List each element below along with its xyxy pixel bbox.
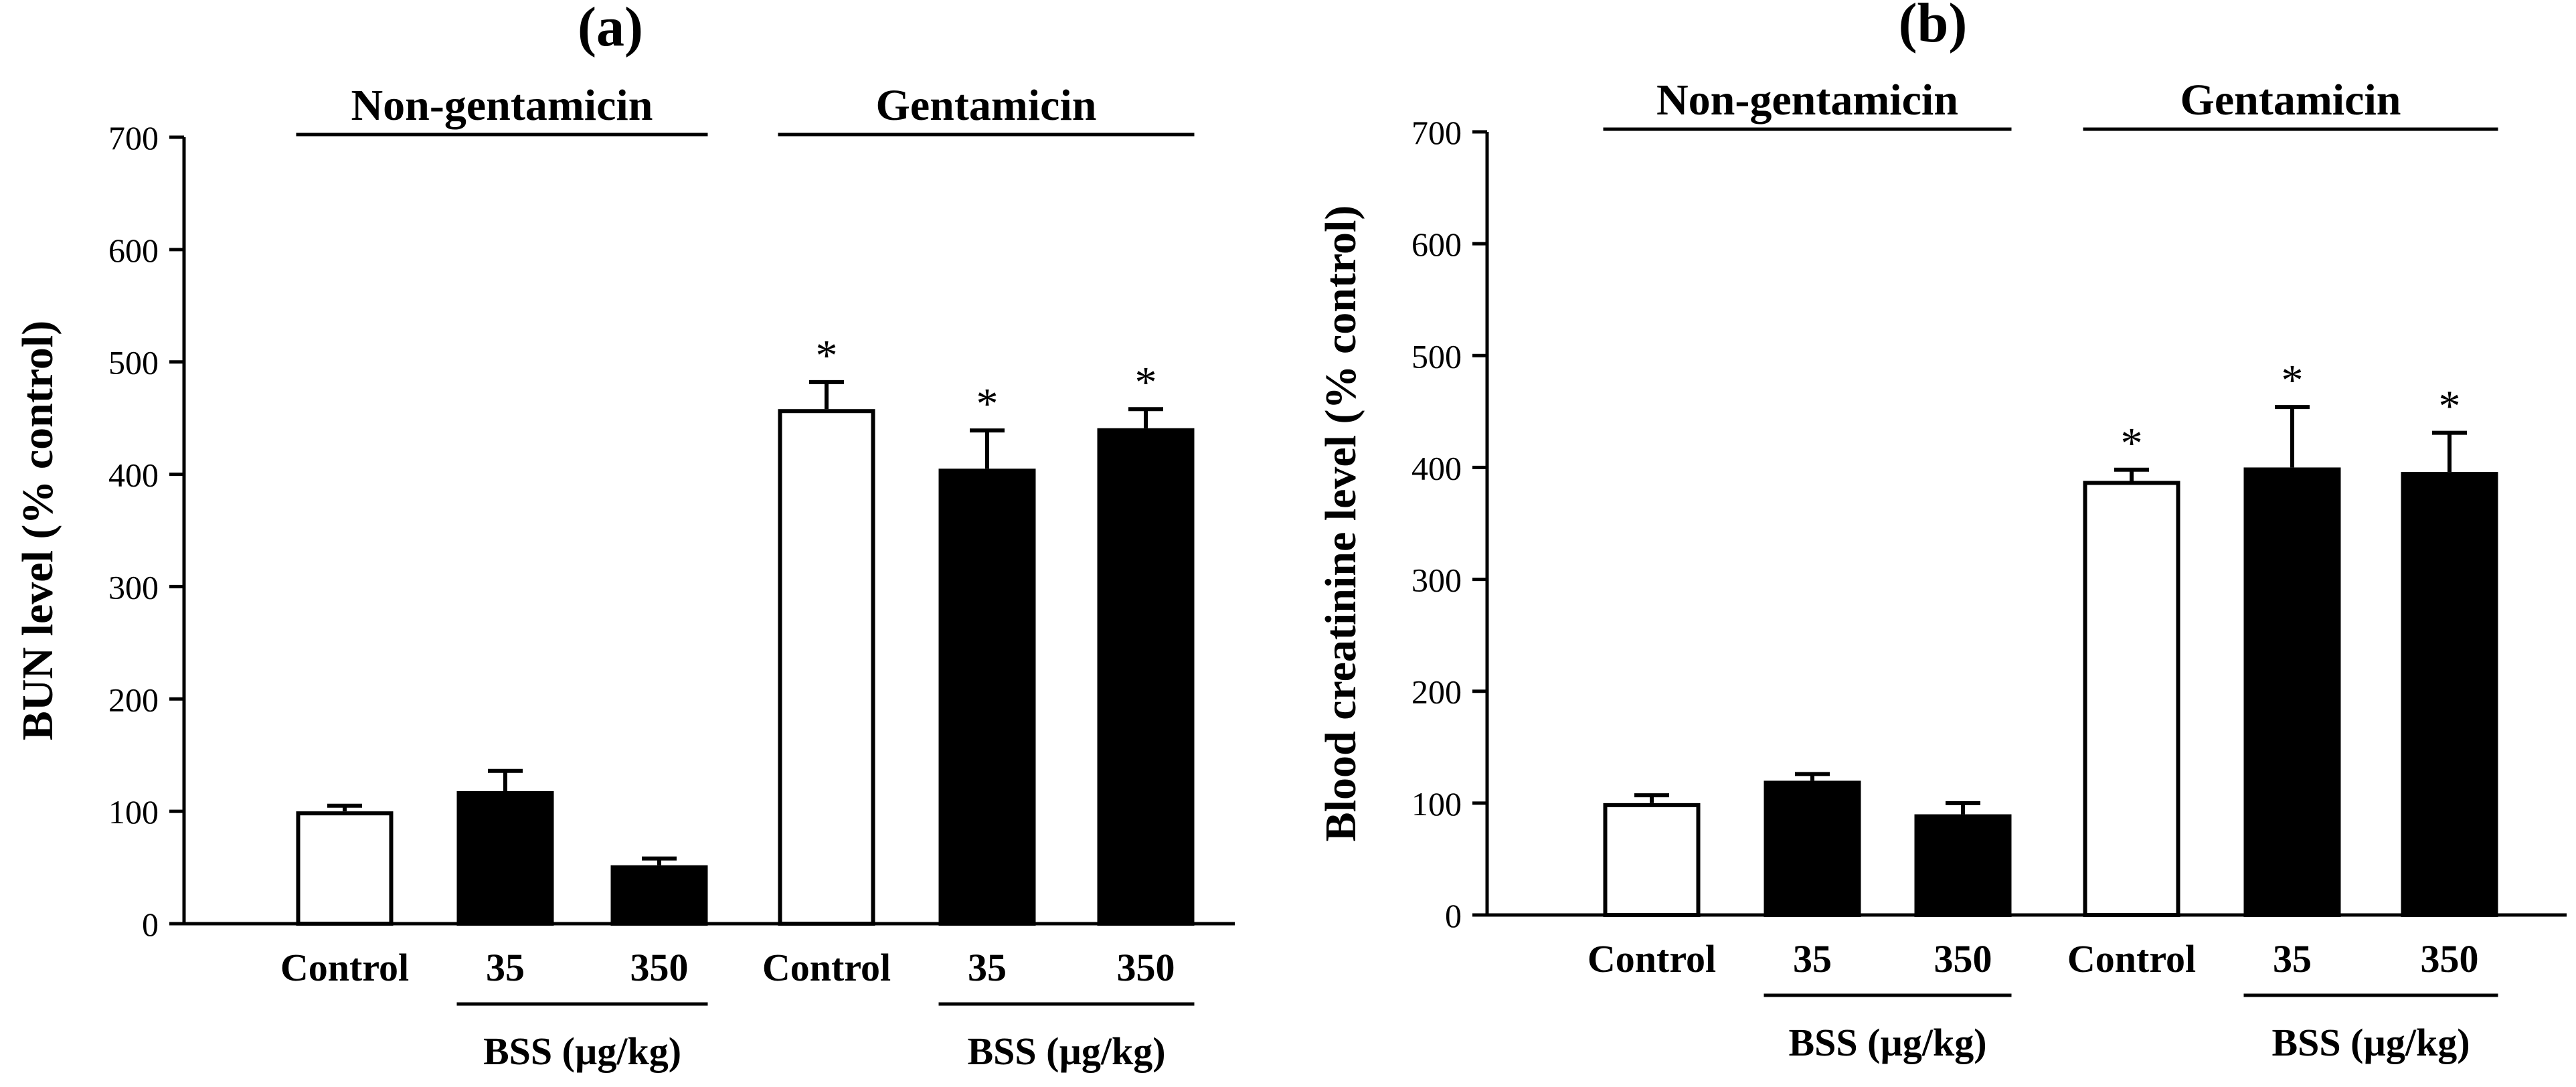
bar [1914, 814, 2012, 917]
group-label: Non-gentamicin [1656, 76, 1958, 124]
chart-panel-a: (a) 0 100 200 300 400 500 600 700 BUN level (% co… [13, 0, 1235, 1073]
bar [938, 469, 1036, 926]
bar [2083, 481, 2180, 917]
x-category-label: Control [762, 946, 891, 989]
group-label: Gentamicin [876, 81, 1097, 130]
y-axis-label: Blood creatinine level (% control) [1316, 205, 1365, 842]
y-tick-label: 100 [108, 793, 159, 831]
x-category-label: 35 [968, 946, 1007, 989]
y-tick-label: 600 [108, 232, 159, 269]
y-tick-label: 300 [108, 568, 159, 606]
x-category-label: Control [1587, 937, 1716, 981]
significance-marker: * [976, 380, 999, 428]
x-category-label: 35 [1793, 937, 1832, 981]
x-category-label: 350 [1117, 946, 1175, 989]
bar [1603, 803, 1701, 918]
y-tick-label: 500 [108, 344, 159, 382]
group-label: Non-gentamicin [351, 81, 653, 130]
significance-marker: * [2282, 356, 2304, 405]
subgroup-label: BSS (µg/kg) [483, 1029, 681, 1073]
bar [778, 409, 875, 926]
x-category-label: Control [2067, 937, 2196, 981]
bar [1764, 780, 1861, 918]
chart-panel-b: (b) 0 100 200 300 400 500 600 700 Blood creatinin… [1316, 0, 2567, 1064]
bar [2401, 472, 2498, 917]
significance-marker: * [816, 331, 838, 380]
x-category-label: Control [280, 946, 409, 989]
bar [1097, 428, 1195, 926]
panel-label: (b) [1899, 0, 1968, 54]
y-tick-label: 0 [1445, 897, 1462, 934]
x-category-label: 35 [486, 946, 525, 989]
significance-marker: * [1135, 358, 1157, 407]
y-tick-label: 500 [1411, 337, 1462, 375]
x-category-label: 350 [1934, 937, 1992, 981]
y-tick-label: 0 [142, 906, 159, 943]
y-tick-label: 200 [108, 681, 159, 718]
y-tick-label: 400 [108, 456, 159, 494]
y-axis-label: BUN level (% control) [13, 321, 62, 740]
y-tick-label: 400 [1411, 449, 1462, 487]
significance-marker: * [2439, 382, 2461, 431]
bar [456, 790, 554, 926]
subgroup-label: BSS (µg/kg) [2271, 1021, 2470, 1064]
y-tick-label: 700 [108, 119, 159, 157]
y-tick-label: 100 [1411, 785, 1462, 823]
group-label: Gentamicin [2180, 76, 2401, 124]
panel-label: (a) [578, 0, 643, 58]
x-category-label: 350 [2421, 937, 2479, 981]
bar [610, 865, 708, 926]
subgroup-label: BSS (µg/kg) [1788, 1021, 1986, 1064]
x-category-label: 350 [630, 946, 689, 989]
subgroup-label: BSS (µg/kg) [967, 1029, 1165, 1073]
y-tick-label: 600 [1411, 226, 1462, 263]
x-category-label: 35 [2273, 937, 2312, 981]
bar [296, 811, 394, 926]
y-tick-label: 700 [1411, 114, 1462, 151]
y-tick-label: 200 [1411, 673, 1462, 711]
significance-marker: * [2121, 419, 2143, 468]
bar [2243, 467, 2341, 917]
y-tick-label: 300 [1411, 562, 1462, 599]
